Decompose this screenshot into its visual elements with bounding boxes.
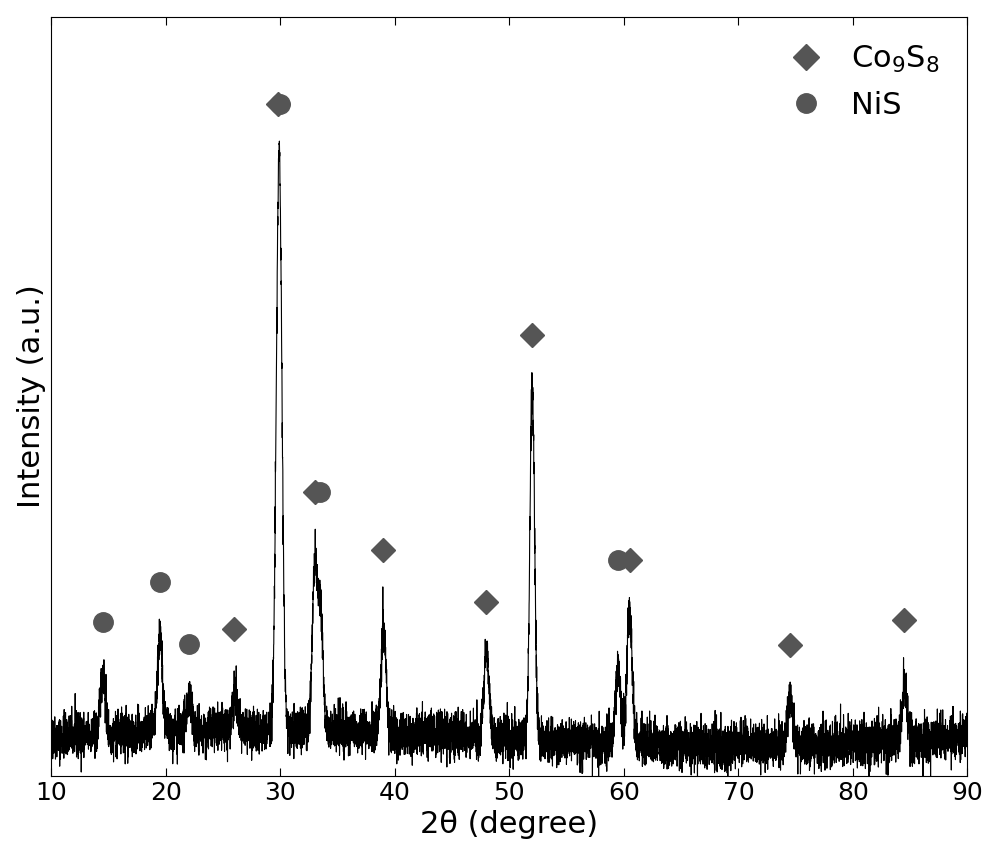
X-axis label: 2θ (degree): 2θ (degree) [420,811,598,840]
Y-axis label: Intensity (a.u.): Intensity (a.u.) [17,284,46,508]
Legend: Co$_9$S$_8$, NiS: Co$_9$S$_8$, NiS [763,32,952,132]
